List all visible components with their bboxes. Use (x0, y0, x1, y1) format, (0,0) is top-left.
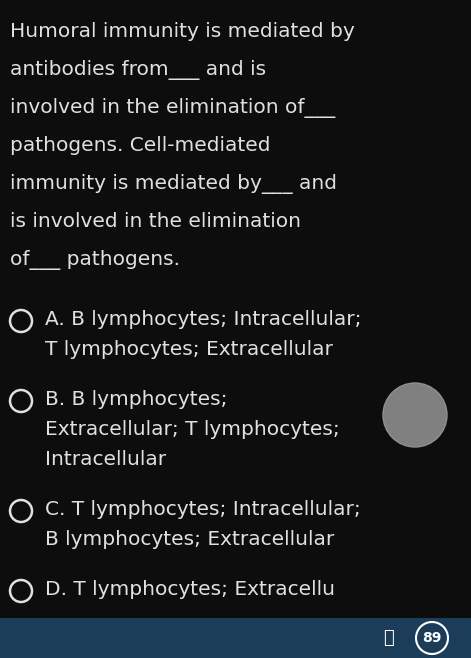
Text: B. B lymphocytes;: B. B lymphocytes; (45, 390, 227, 409)
Text: Extracellular; T lymphocytes;: Extracellular; T lymphocytes; (45, 420, 340, 439)
Text: T lymphocytes; Extracellular: T lymphocytes; Extracellular (45, 340, 333, 359)
Text: Intracellular: Intracellular (45, 450, 166, 469)
Bar (0, 618, 471, 658)
Text: Humoral immunity is mediated by: Humoral immunity is mediated by (10, 22, 355, 41)
Text: immunity is mediated by___ and: immunity is mediated by___ and (10, 174, 337, 194)
Text: B lymphocytes; Extracellular: B lymphocytes; Extracellular (45, 530, 334, 549)
Text: involved in the elimination of___: involved in the elimination of___ (10, 98, 335, 118)
Text: C. T lymphocytes; Intracellular;: C. T lymphocytes; Intracellular; (45, 500, 361, 519)
Text: pathogens. Cell-mediated: pathogens. Cell-mediated (10, 136, 270, 155)
Text: of___ pathogens.: of___ pathogens. (10, 250, 180, 270)
Text: 89: 89 (422, 631, 442, 645)
Text: is involved in the elimination: is involved in the elimination (10, 212, 301, 231)
Circle shape (383, 383, 447, 447)
Text: A. B lymphocytes; Intracellular;: A. B lymphocytes; Intracellular; (45, 310, 362, 329)
Text: antibodies from___ and is: antibodies from___ and is (10, 60, 266, 80)
Text: D. T lymphocytes; Extracellu: D. T lymphocytes; Extracellu (45, 580, 335, 599)
Text: 👥: 👥 (382, 629, 393, 647)
